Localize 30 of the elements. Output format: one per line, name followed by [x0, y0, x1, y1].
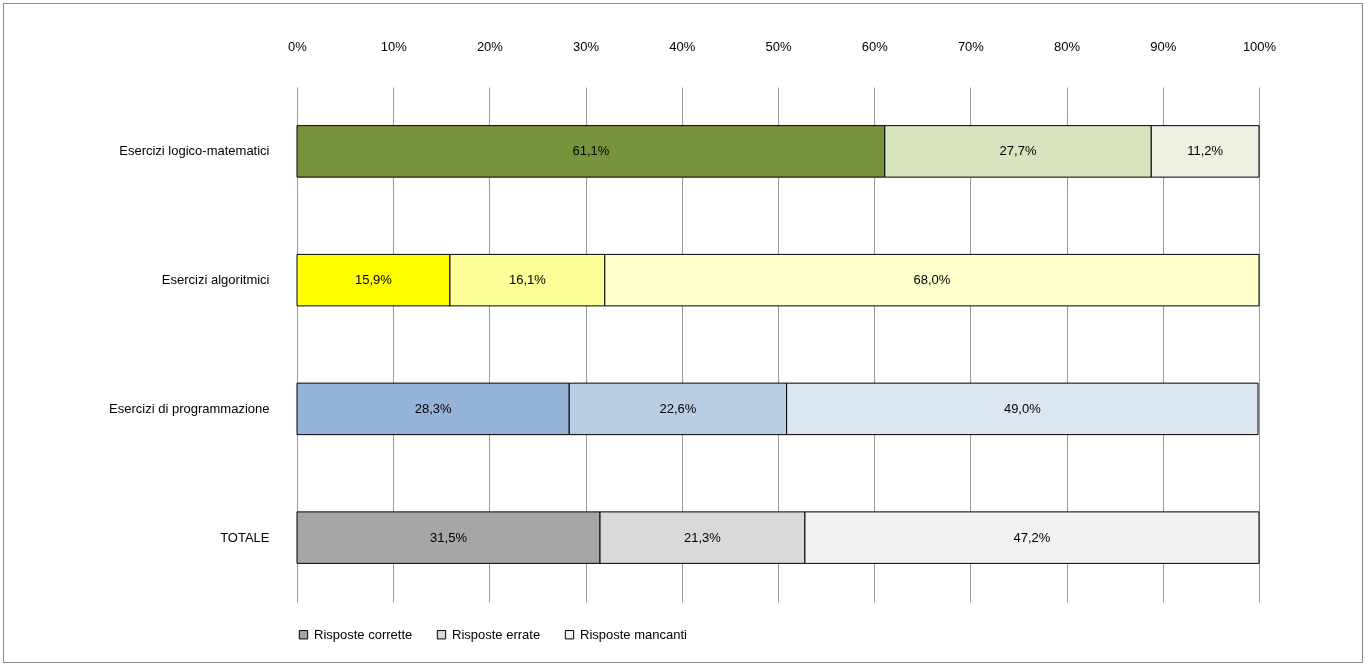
x-tick-label: 80% [1054, 38, 1081, 54]
data-label: 21,3% [684, 529, 722, 545]
x-tick-label: 90% [1150, 38, 1177, 54]
data-label: 61,1% [572, 143, 610, 159]
data-label: 31,5% [430, 529, 468, 545]
y-tick-label: Esercizi di programmazione [109, 400, 270, 416]
x-tick-label: 70% [957, 38, 985, 54]
data-label: 11,2% [1187, 143, 1224, 159]
y-tick-label: Esercizi algoritmici [161, 272, 270, 288]
x-tick-label: 50% [765, 38, 792, 54]
data-label: 68,0% [913, 272, 951, 288]
data-label: 28,3% [414, 400, 452, 416]
y-tick-label: Esercizi logico-matematici [119, 143, 270, 159]
data-label: 49,0% [1003, 400, 1042, 416]
data-label: 22,6% [659, 400, 697, 416]
x-tick-label: 30% [573, 38, 600, 54]
x-tick-label: 0% [288, 38, 308, 54]
x-tick-label: 60% [861, 38, 889, 54]
x-tick-label: 40% [669, 38, 696, 54]
data-label: 47,2% [1013, 529, 1051, 545]
legend-label: Risposte corrette [314, 626, 413, 642]
x-tick-label: 100% [1242, 38, 1277, 54]
x-tick-label: 10% [380, 38, 408, 54]
data-label: 27,7% [999, 143, 1037, 159]
data-label: 16,1% [508, 272, 547, 288]
legend-label: Risposte errate [452, 626, 541, 642]
data-label: 15,9% [355, 272, 393, 288]
x-tick-label: 20% [476, 38, 504, 54]
legend-label: Risposte mancanti [580, 626, 688, 642]
y-tick-label: TOTALE [220, 529, 270, 545]
